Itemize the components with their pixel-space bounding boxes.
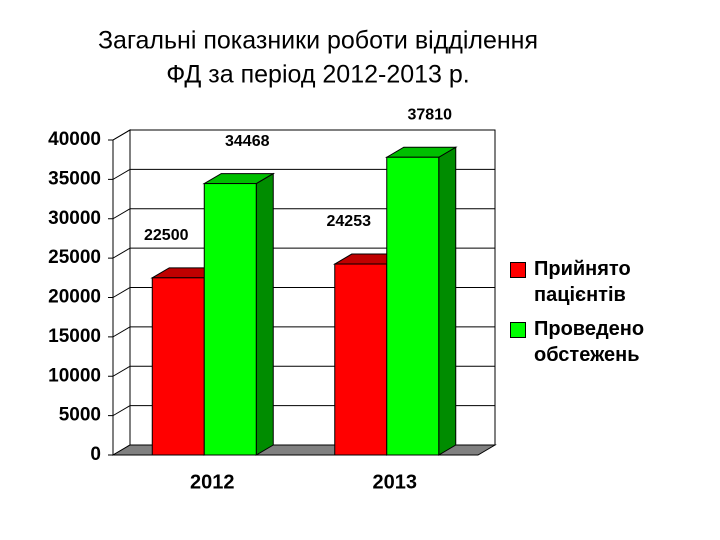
y-tick-label: 25000	[48, 247, 101, 268]
x-tick-label: 2012	[190, 471, 235, 493]
x-tick-label: 2013	[373, 471, 418, 493]
y-tick-label: 0	[90, 444, 101, 465]
chart-title: Загальні показники роботи відділення	[98, 27, 538, 55]
legend-swatch	[510, 262, 526, 278]
grid-line	[112, 365, 131, 377]
bar	[203, 183, 257, 456]
y-tick-label: 40000	[48, 129, 101, 150]
legend-item: Прийнято пацієнтів	[510, 256, 710, 308]
grid-line	[112, 208, 131, 220]
y-tick-label: 10000	[48, 365, 101, 386]
bar	[151, 277, 205, 456]
y-tick-label: 30000	[48, 208, 101, 229]
data-label: 34468	[225, 133, 270, 150]
legend: Прийнято пацієнтів Проведено обстежень	[510, 256, 710, 376]
chart-title: ФД за період 2012-2013 р.	[166, 61, 470, 89]
legend-swatch	[510, 322, 526, 338]
grid-line	[112, 405, 131, 417]
y-tick-label: 15000	[48, 326, 101, 347]
y-tick-label: 20000	[48, 287, 101, 308]
grid-line	[112, 326, 131, 338]
data-label: 24253	[327, 213, 372, 230]
data-label: 37810	[408, 106, 453, 123]
grid-line	[112, 287, 131, 298]
bar-side	[438, 146, 457, 456]
grid-line	[112, 168, 131, 180]
bar	[334, 263, 388, 456]
bar-side	[255, 172, 274, 456]
grid-line	[112, 129, 131, 141]
data-label: 22500	[144, 227, 189, 244]
grid-line	[112, 247, 131, 259]
legend-label: Проведено обстежень	[534, 318, 645, 366]
legend-label: Прийнято пацієнтів	[534, 258, 631, 306]
legend-item: Проведено обстежень	[510, 316, 710, 368]
y-tick-label: 5000	[59, 405, 101, 426]
y-tick-label: 35000	[48, 168, 101, 189]
bar	[386, 156, 440, 456]
